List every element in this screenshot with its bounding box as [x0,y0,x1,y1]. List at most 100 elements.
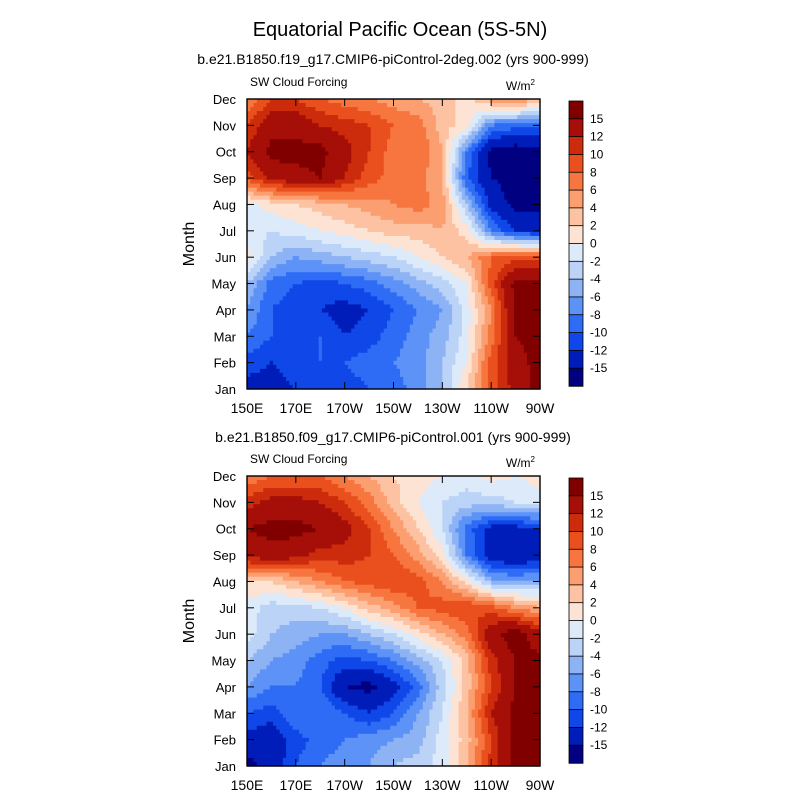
contour-cell [461,516,482,521]
contour-cell [260,167,310,173]
contour-cell [403,697,417,703]
y-tick-label: Nov [213,495,237,510]
contour-cell [247,689,264,695]
contour-cell [481,123,486,128]
contour-cell [266,103,307,108]
contour-cell [474,749,482,755]
contour-cell [266,147,326,152]
contour-cell [497,211,541,217]
contour-cell [500,685,515,691]
contour-cell [468,741,479,747]
x-tick-label: 110W [473,400,509,416]
contour-cell [491,131,541,136]
colorbar-swatch [568,296,584,316]
contour-cell [513,288,541,293]
contour-cell [487,693,499,699]
contour-cell [442,356,456,362]
contour-cell [481,324,489,330]
contour-cell [484,352,492,358]
contour-cell [435,248,541,253]
contour-cell [474,296,482,301]
contour-cell [455,191,463,197]
contour-cell [530,376,541,382]
contour-cell [465,163,473,169]
contour-cell [497,669,515,674]
contour-cell [247,300,251,306]
colorbar-swatch [568,118,584,138]
contour-cell [299,757,326,763]
contour-cell [370,528,382,533]
contour-cell [458,733,469,739]
contour-cell [468,147,476,152]
contour-cell [409,512,427,517]
contour-cell [419,256,447,261]
contour-cell [256,532,303,538]
contour-cell [500,689,515,695]
contour-cell [513,324,541,330]
contour-cell [530,380,541,386]
contour-cell [471,308,479,314]
contour-cell [530,384,541,390]
contour-cell [471,709,479,715]
contour-cell [406,508,424,513]
contour-cell [468,717,476,723]
contour-cell [478,556,489,562]
contour-cell [351,608,369,614]
contour-cell [292,725,391,731]
contour-cell [286,179,336,185]
contour-cell [497,733,512,739]
contour-cell [497,729,512,735]
contour-cell [422,123,437,128]
contour-cell [448,721,460,727]
contour-cell [468,572,479,578]
contour-cell [484,143,515,148]
contour-cell [390,316,414,322]
contour-cell [452,665,463,670]
contour-cell [435,324,450,330]
contour-cell [452,588,469,594]
contour-cell [439,729,450,735]
contour-cell [494,300,502,306]
contour-cell [426,540,440,546]
contour-cell [461,179,466,185]
contour-cell [260,608,329,614]
contour-cell [302,641,372,646]
contour-field [247,476,541,767]
contour-cell [253,757,284,763]
contour-cell [513,661,541,666]
contour-cell [484,677,492,683]
contour-cell [318,175,323,181]
contour-cell [452,516,463,521]
contour-cell [455,103,492,108]
contour-cell [484,653,496,658]
contour-cell [247,701,333,707]
contour-cell [452,272,469,277]
contour-cell [526,480,541,485]
contour-cell [370,260,408,265]
contour-cell [471,673,479,678]
contour-cell [273,312,329,318]
contour-cell [465,147,469,152]
contour-cell [523,612,541,618]
contour-cell [419,689,430,695]
contour-cell [494,596,515,602]
contour-cell [390,504,404,509]
contour-cell [406,384,427,390]
contour-cell [429,685,440,691]
contour-cell [377,653,401,658]
x-tick-label: 130W [424,400,461,416]
contour-cell [380,604,401,610]
contour-cell [487,757,499,763]
contour-cell [471,713,479,719]
contour-cell [269,195,320,201]
contour-cell [442,512,456,517]
contour-cell [347,364,398,370]
contour-cell [347,633,372,638]
contour-cell [468,653,476,658]
contour-cell [487,163,541,169]
contour-cell [458,199,466,205]
contour-cell [455,147,460,152]
contour-cell [247,512,339,517]
contour-cell [247,131,258,136]
contour-cell [487,328,496,334]
